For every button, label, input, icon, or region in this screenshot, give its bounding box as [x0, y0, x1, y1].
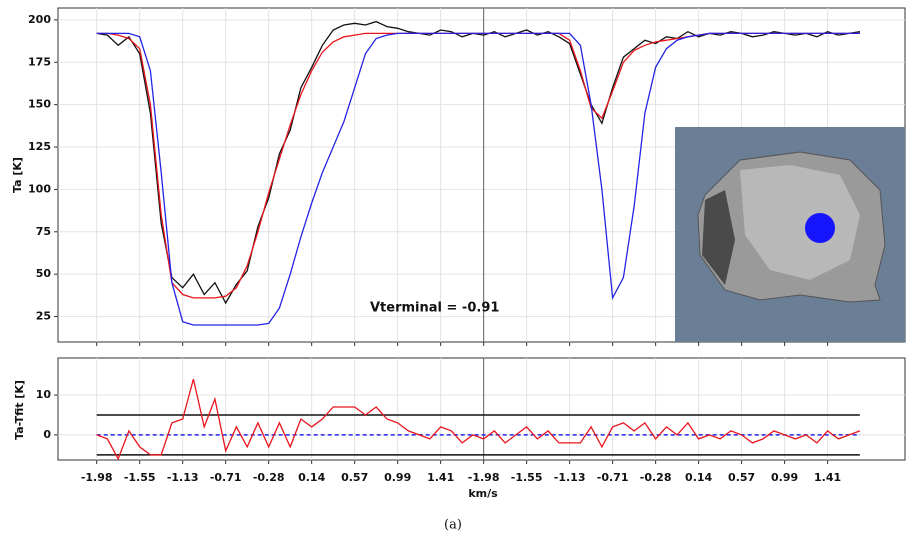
y-tick-label: 10	[36, 388, 52, 401]
x-tick-label: -0.71	[210, 471, 242, 484]
x-tick-label: -1.98	[81, 471, 113, 484]
y-tick-label: 25	[36, 310, 51, 323]
x-tick-label: 0.57	[341, 471, 368, 484]
x-axis-label: km/s	[468, 487, 498, 500]
x-tick-label: 0.57	[728, 471, 755, 484]
x-tick-label: -0.71	[597, 471, 629, 484]
x-tick-label: -1.98	[468, 471, 500, 484]
x-tick-label: 1.41	[427, 471, 454, 484]
caption: (a)	[444, 518, 462, 533]
y-tick-label: 175	[28, 55, 51, 68]
y-tick-label: 150	[28, 98, 51, 111]
y-tick-label: 100	[28, 182, 51, 195]
bottom-frame	[57, 357, 906, 461]
inset-spot	[805, 213, 835, 243]
x-tick-label: 0.99	[384, 471, 411, 484]
y-tick-label: 125	[28, 140, 51, 153]
x-tick-label: -1.55	[511, 471, 543, 484]
y-tick-label: 75	[36, 225, 51, 238]
x-tick-label: 1.41	[814, 471, 841, 484]
x-tick-label: -0.28	[640, 471, 672, 484]
y-tick-label: 0	[43, 428, 51, 441]
x-tick-label: -0.28	[253, 471, 285, 484]
inset-image	[675, 127, 905, 342]
x-tick-label: 0.14	[685, 471, 712, 484]
x-tick-label: -1.13	[554, 471, 586, 484]
y-axis-label: Ta-Tfit [K]	[13, 380, 26, 440]
y-axis-label: Ta [K]	[11, 157, 24, 193]
x-tick-label: -1.13	[167, 471, 199, 484]
x-tick-label: 0.99	[771, 471, 798, 484]
data-line	[96, 378, 861, 461]
comet-shadow	[702, 190, 735, 285]
data-line	[96, 20, 861, 305]
annotation: Vterminal = -0.91	[370, 301, 499, 316]
data-line	[96, 32, 860, 326]
y-tick-label: 200	[28, 13, 51, 26]
x-tick-label: -1.55	[124, 471, 156, 484]
y-tick-label: 50	[36, 267, 52, 280]
x-tick-label: 0.14	[298, 471, 325, 484]
comet-surface	[740, 165, 860, 280]
